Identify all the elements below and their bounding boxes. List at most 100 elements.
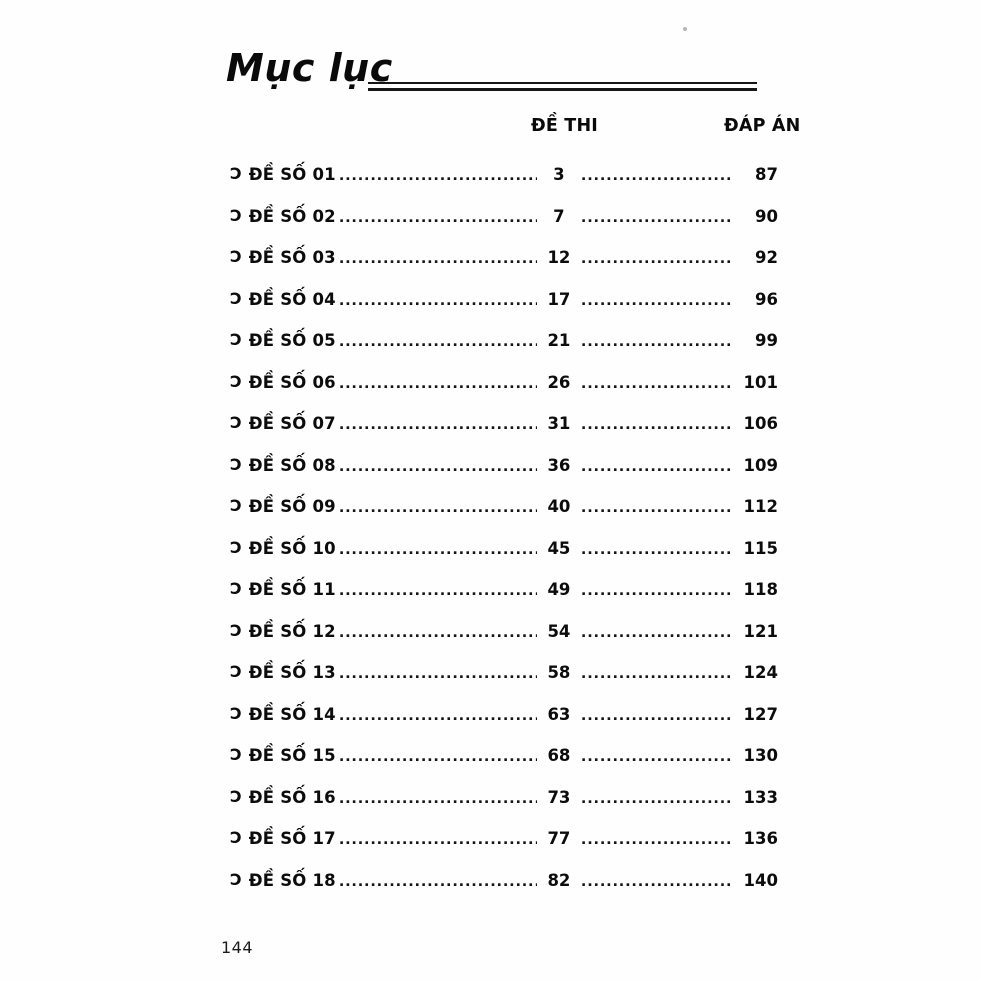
toc-entry-label: ĐỀ SỐ 13 [248, 663, 336, 682]
exam-page-number: 7 [553, 206, 565, 226]
toc-entry-label: ĐỀ SỐ 14 [248, 704, 336, 724]
toc-row: Ɔ ĐỀ SỐ 07 31 106 [230, 413, 778, 456]
toc-entry-label: ĐỀ SỐ 15 [248, 746, 336, 765]
toc-row: Ɔ ĐỀ SỐ 11 49 118 [230, 579, 778, 622]
dot-leader [581, 666, 731, 682]
toc-entry-label: ĐỀ SỐ 10 [248, 538, 336, 558]
bullet-icon: Ɔ [230, 496, 242, 515]
exam-page-number: 12 [547, 248, 571, 267]
toc-row: Ɔ ĐỀ SỐ 06 26 101 [230, 371, 778, 415]
bullet-icon: Ɔ [230, 869, 242, 889]
dot-leader [339, 334, 537, 350]
dot-leader [339, 625, 537, 641]
toc-row: Ɔ ĐỀ SỐ 18 82 140 [230, 869, 778, 913]
exam-page-number: 40 [547, 497, 571, 516]
column-header-answer: ĐÁP ÁN [724, 116, 801, 136]
dot-leader [339, 417, 537, 433]
dot-leader [581, 874, 731, 890]
bullet-icon: Ɔ [230, 579, 242, 598]
bullet-icon: Ɔ [230, 413, 242, 432]
toc-row: Ɔ ĐỀ SỐ 03 12 92 [230, 247, 778, 290]
answer-page-number: 96 [755, 289, 778, 309]
exam-page-number: 77 [547, 829, 571, 848]
dot-leader [581, 500, 731, 516]
bullet-icon: Ɔ [230, 330, 242, 349]
bullet-icon: Ɔ [230, 662, 242, 681]
bullet-icon: Ɔ [230, 205, 242, 225]
toc-entry-label: ĐỀ SỐ 09 [248, 497, 336, 516]
exam-page-number: 49 [547, 580, 571, 599]
dot-leader [339, 376, 537, 392]
dot-leader [339, 874, 537, 890]
toc-row: Ɔ ĐỀ SỐ 12 54 121 [230, 621, 778, 664]
dot-leader [339, 832, 537, 848]
answer-page-number: 92 [755, 248, 778, 267]
dot-leader [581, 293, 731, 309]
dot-leader [581, 832, 731, 848]
dot-leader [581, 749, 731, 765]
dot-leader [581, 334, 731, 350]
answer-page-number: 115 [743, 538, 778, 558]
dot-leader [339, 251, 537, 267]
toc-entry-label: ĐỀ SỐ 16 [248, 787, 336, 807]
dot-leader [339, 749, 537, 765]
toc-row: Ɔ ĐỀ SỐ 10 45 115 [230, 538, 778, 581]
bullet-icon: Ɔ [230, 164, 242, 183]
dot-leader [339, 708, 537, 724]
bullet-icon: Ɔ [230, 703, 242, 723]
answer-page-number: 101 [743, 372, 778, 392]
toc-row: Ɔ ĐỀ SỐ 14 63 127 [230, 703, 778, 747]
toc-row: Ɔ ĐỀ SỐ 15 68 130 [230, 745, 778, 788]
exam-page-number: 21 [547, 331, 571, 350]
answer-page-number: 109 [743, 455, 778, 475]
dot-leader [339, 459, 537, 475]
bullet-icon: Ɔ [230, 247, 242, 266]
toc-row: Ɔ ĐỀ SỐ 05 21 99 [230, 330, 778, 373]
answer-page-number: 140 [743, 870, 778, 890]
toc-row: Ɔ ĐỀ SỐ 08 36 109 [230, 454, 778, 498]
exam-page-number: 58 [547, 663, 571, 682]
exam-page-number: 3 [553, 165, 565, 184]
bullet-icon: Ɔ [230, 454, 242, 474]
toc-entry-label: ĐỀ SỐ 05 [248, 331, 336, 350]
exam-page-number: 54 [547, 621, 571, 641]
bullet-icon: Ɔ [230, 828, 242, 847]
exam-page-number: 63 [547, 704, 571, 724]
title-double-rule [368, 82, 757, 91]
dot-leader [339, 542, 537, 558]
exam-page-number: 73 [547, 787, 571, 807]
answer-page-number: 118 [743, 580, 778, 599]
dot-leader [581, 459, 731, 475]
toc-row: Ɔ ĐỀ SỐ 09 40 112 [230, 496, 778, 539]
dot-leader [581, 625, 731, 641]
dot-leader [581, 417, 731, 433]
toc-entry-label: ĐỀ SỐ 06 [248, 372, 336, 392]
dot-leader [339, 791, 537, 807]
exam-page-number: 68 [547, 746, 571, 765]
dot-leader [339, 666, 537, 682]
page-title: Mục lục [226, 46, 393, 90]
dot-leader [581, 376, 731, 392]
toc-list: Ɔ ĐỀ SỐ 01 3 87 Ɔ ĐỀ SỐ 02 7 90 Ɔ ĐỀ SỐ … [230, 164, 778, 913]
toc-row: Ɔ ĐỀ SỐ 02 7 90 [230, 205, 778, 249]
dot-leader [581, 791, 731, 807]
answer-page-number: 127 [743, 704, 778, 724]
toc-entry-label: ĐỀ SỐ 01 [248, 165, 336, 184]
dot-leader [581, 583, 731, 599]
toc-row: Ɔ ĐỀ SỐ 04 17 96 [230, 289, 778, 332]
dot-leader [339, 210, 537, 226]
answer-page-number: 133 [743, 787, 778, 807]
dot-leader [581, 210, 731, 226]
answer-page-number: 112 [743, 497, 778, 516]
exam-page-number: 36 [547, 455, 571, 475]
dot-leader [581, 542, 731, 558]
answer-page-number: 121 [743, 621, 778, 641]
toc-entry-label: ĐỀ SỐ 12 [248, 621, 336, 641]
dot-leader [339, 293, 537, 309]
toc-entry-label: ĐỀ SỐ 17 [248, 829, 336, 848]
bullet-icon: Ɔ [230, 786, 242, 806]
answer-page-number: 99 [755, 331, 778, 350]
bullet-icon: Ɔ [230, 371, 242, 391]
footer-page-number: 144 [221, 938, 254, 957]
